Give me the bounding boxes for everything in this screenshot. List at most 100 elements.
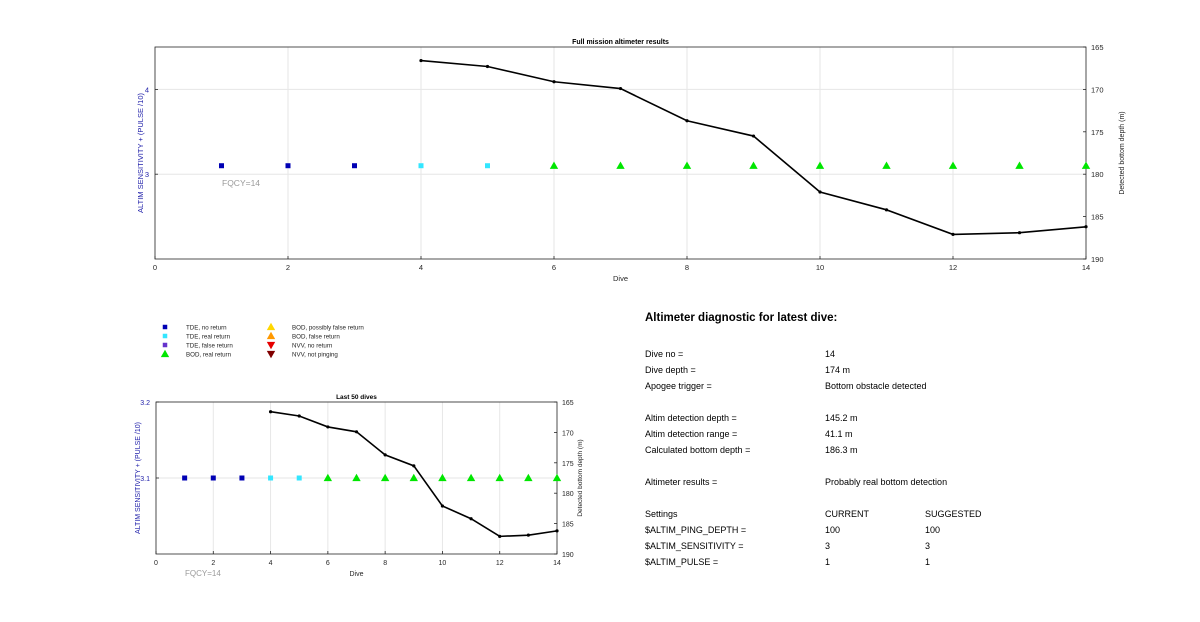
dive-depth-label: Dive depth =: [645, 365, 696, 375]
sensitivity-point: [409, 473, 418, 482]
y-right-tick-label: 175: [562, 461, 574, 468]
depth-point: [354, 430, 359, 434]
sensitivity-point: [380, 473, 390, 482]
depth-point: [297, 414, 301, 418]
y-right-tick-label: 180: [562, 491, 574, 498]
calculated-depth-label: Calculated bottom depth =: [645, 445, 751, 455]
pulse-label: $ALTIM_PULSE =: [645, 557, 719, 567]
legend-marker: [266, 341, 276, 350]
x-axis-label: Dive: [349, 571, 363, 578]
depth-point: [884, 208, 889, 212]
pulse-current: 1: [825, 557, 831, 567]
sensitivity-point: [524, 473, 533, 482]
depth-point: [419, 58, 423, 63]
legend-label: BOD, real return: [186, 352, 232, 359]
sensitivity-point: [815, 161, 825, 169]
dive-no-label: Dive no =: [645, 349, 684, 359]
legend-marker: [266, 322, 276, 331]
sensitivity-point: [239, 475, 245, 481]
depth-point: [485, 64, 490, 69]
x-tick-label: 14: [1082, 263, 1090, 272]
sensitivity-point: [182, 475, 188, 481]
sensitivity-point: [549, 161, 559, 169]
y-right-tick-label: 180: [1091, 170, 1104, 179]
diagnostic-title: Altimeter diagnostic for latest dive:: [645, 312, 838, 324]
legend-marker: [162, 342, 168, 348]
detection-range-value: 41.1 m: [825, 429, 853, 439]
fqcy-annotation: FQCY=14: [222, 178, 260, 188]
depth-point: [1017, 231, 1022, 235]
sensitivity-point: [418, 163, 424, 169]
y-right-axis-label: Detected bottom depth (m): [1119, 111, 1126, 194]
legend-label: NVV, no return: [292, 343, 333, 350]
sensitivity-point: [616, 161, 625, 169]
sensitivity-point: [749, 161, 758, 169]
x-tick-label: 0: [153, 263, 157, 272]
sensitivity-point: [682, 161, 692, 169]
sensitivity-point: [1015, 161, 1024, 169]
sensitivity-point: [438, 473, 447, 482]
sensitivity-label: $ALTIM_SENSITIVITY =: [645, 541, 744, 551]
chart-title: Last 50 dives: [336, 394, 377, 401]
ping-depth-current: 100: [825, 525, 841, 535]
y-left-tick-label: 3.2: [140, 400, 150, 407]
x-tick-label: 4: [269, 560, 273, 567]
sensitivity-point: [1081, 161, 1091, 169]
x-axis-label: Dive: [613, 274, 628, 283]
detection-depth-value: 145.2 m: [825, 413, 858, 423]
y-right-tick-label: 175: [1091, 128, 1104, 137]
depth-point: [469, 517, 473, 521]
settings-label: Settings: [645, 509, 678, 519]
axes-frame: [154, 46, 1087, 260]
ping-depth-row: $ALTIM_PING_DEPTH = 100 100: [645, 522, 1145, 538]
legend-marker: [266, 350, 276, 359]
sensitivity-point: [352, 163, 357, 169]
sensitivity-point: [268, 475, 274, 481]
sensitivity-point: [210, 475, 216, 481]
sensitivity-current: 3: [825, 541, 831, 551]
depth-point: [751, 134, 756, 138]
depth-point: [498, 534, 502, 538]
depth-point: [1084, 225, 1088, 229]
y-left-tick-label: 3: [145, 170, 149, 179]
y-left-tick-label: 3.1: [140, 476, 150, 483]
sensitivity-suggested: 3: [925, 541, 931, 551]
x-tick-label: 10: [816, 263, 824, 272]
detection-depth-label: Altim detection depth =: [645, 413, 737, 423]
calculated-depth-value: 186.3 m: [825, 445, 858, 455]
apogee-trigger-row: Apogee trigger = Bottom obstacle detecte…: [645, 378, 1145, 394]
detection-range-label: Altim detection range =: [645, 429, 738, 439]
sensitivity-point: [552, 473, 562, 482]
apogee-trigger-value: Bottom obstacle detected: [825, 381, 927, 391]
fqcy-annotation: FQCY=14: [185, 569, 221, 578]
depth-point: [383, 453, 387, 457]
sensitivity-point: [352, 473, 361, 482]
legend-label: BOD, false return: [292, 334, 340, 341]
calculated-depth-row: Calculated bottom depth = 186.3 m: [645, 442, 1145, 458]
ping-depth-suggested: 100: [925, 525, 941, 535]
sensitivity-point: [882, 161, 891, 169]
y-right-tick-label: 185: [562, 522, 574, 529]
suggested-label: SUGGESTED: [925, 509, 982, 519]
depth-point: [412, 464, 416, 468]
y-right-tick-label: 165: [562, 400, 574, 407]
legend-marker: [162, 324, 168, 330]
y-right-tick-label: 190: [1091, 255, 1104, 264]
legend: TDE, no return TDE, real return TDE, false…: [160, 322, 364, 359]
sensitivity-point: [466, 473, 476, 482]
settings-header-row: Settings CURRENT SUGGESTED: [645, 506, 1145, 522]
detection-depth-row: Altim detection depth = 145.2 m: [645, 410, 1145, 426]
x-tick-label: 14: [553, 560, 561, 567]
x-tick-label: 2: [211, 560, 215, 567]
x-tick-label: 2: [286, 263, 290, 272]
detection-range-row: Altim detection range = 41.1 m: [645, 426, 1145, 442]
dive-depth-row: Dive depth = 174 m: [645, 362, 1145, 378]
apogee-trigger-label: Apogee trigger =: [645, 381, 712, 391]
legend-marker: [162, 333, 168, 339]
altimeter-results-row: Altimeter results = Probably real bottom…: [645, 474, 1145, 490]
legend-marker: [160, 349, 170, 358]
chart-title: Full mission altimeter results: [572, 39, 669, 46]
x-tick-label: 8: [383, 560, 387, 567]
x-tick-label: 6: [552, 263, 556, 272]
depth-point: [951, 232, 955, 237]
